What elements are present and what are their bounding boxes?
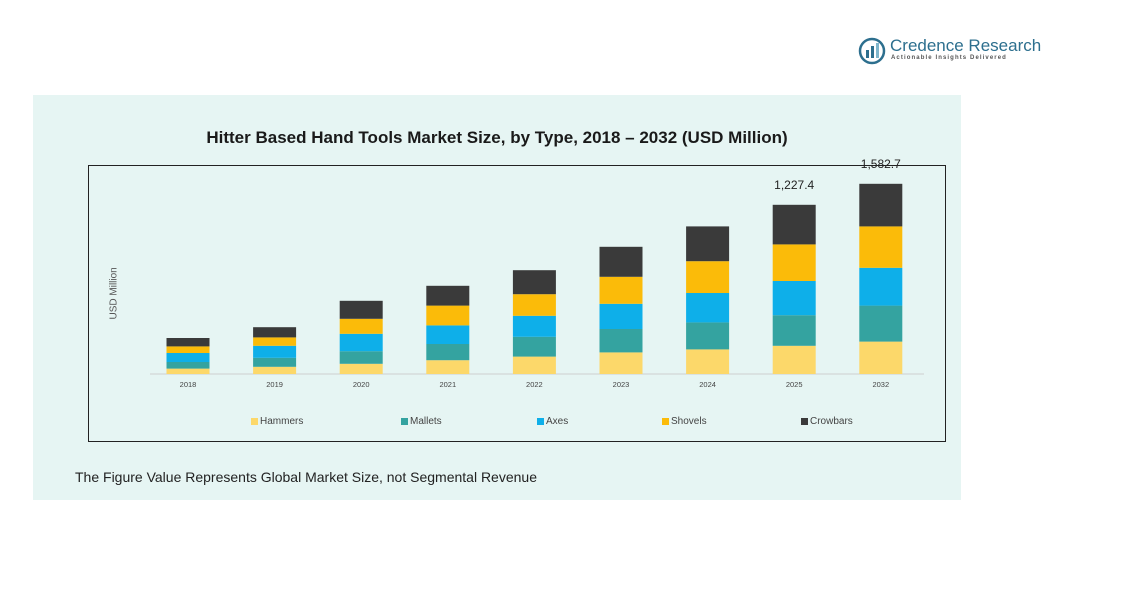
chart-frame: [88, 165, 946, 442]
brand-tagline: Actionable Insights Delivered: [891, 55, 1007, 61]
bar-axes-2019: [253, 345, 297, 358]
bar-mallets-2032: [859, 305, 903, 342]
bar-axes-2025: [772, 281, 816, 316]
bar-mallets-2020: [339, 351, 383, 364]
data-label-2025: 1,227.4: [774, 178, 814, 192]
bar-axes-2018: [166, 353, 210, 362]
bar-hammers-2018: [166, 368, 210, 374]
legend-item-crowbars: Crowbars: [801, 416, 853, 427]
bar-crowbars-2020: [339, 300, 383, 319]
bar-hammers-2019: [253, 366, 297, 374]
bar-hammers-2025: [772, 345, 816, 374]
bar-crowbars-2024: [686, 226, 730, 262]
legend-label: Shovels: [671, 416, 707, 427]
legend-label: Axes: [546, 416, 569, 427]
bar-hammers-2020: [339, 363, 383, 374]
legend-swatch: [537, 418, 544, 425]
legend-item-hammers: Hammers: [251, 416, 303, 427]
bar-axes-2023: [599, 303, 643, 329]
bar-mallets-2021: [426, 344, 470, 361]
bar-mallets-2023: [599, 329, 643, 353]
x-tick-label: 2025: [786, 380, 803, 389]
legend-swatch: [401, 418, 408, 425]
legend-swatch: [801, 418, 808, 425]
data-label-2032: 1,582.7: [861, 157, 901, 171]
bar-hammers-2021: [426, 360, 470, 374]
bar-mallets-2025: [772, 315, 816, 346]
bar-shovels-2022: [512, 294, 556, 316]
bar-axes-2021: [426, 325, 470, 344]
x-tick-label: 2020: [353, 380, 370, 389]
bar-crowbars-2022: [512, 270, 556, 295]
bar-hammers-2023: [599, 352, 643, 374]
bar-shovels-2021: [426, 305, 470, 326]
bar-shovels-2025: [772, 244, 816, 281]
legend-item-shovels: Shovels: [662, 416, 707, 427]
bar-shovels-2024: [686, 261, 730, 293]
legend-swatch: [251, 418, 258, 425]
bar-axes-2032: [859, 267, 903, 306]
legend-swatch: [662, 418, 669, 425]
x-tick-label: 2022: [526, 380, 543, 389]
bar-axes-2022: [512, 315, 556, 337]
bar-hammers-2024: [686, 349, 730, 374]
x-tick-label: 2023: [613, 380, 630, 389]
bar-axes-2024: [686, 293, 730, 323]
bar-shovels-2020: [339, 318, 383, 334]
bar-crowbars-2021: [426, 285, 470, 306]
legend-label: Crowbars: [810, 416, 853, 427]
bar-mallets-2018: [166, 362, 210, 369]
x-tick-label: 2021: [439, 380, 456, 389]
bar-axes-2020: [339, 333, 383, 352]
brand-name: Credence Research: [890, 36, 1042, 55]
bar-crowbars-2023: [599, 246, 643, 277]
x-tick-label: 2032: [872, 380, 889, 389]
brand-logo: Credence Research Actionable Insights De…: [858, 34, 1048, 68]
logo-chart-icon: [858, 37, 886, 65]
x-tick-label: 2019: [266, 380, 283, 389]
chart-title: Hitter Based Hand Tools Market Size, by …: [206, 128, 788, 147]
x-tick-label: 2024: [699, 380, 716, 389]
bar-mallets-2024: [686, 322, 730, 350]
legend-label: Mallets: [410, 416, 442, 427]
legend-item-axes: Axes: [537, 416, 568, 427]
bar-crowbars-2025: [772, 204, 816, 245]
bar-shovels-2032: [859, 226, 903, 268]
bar-crowbars-2019: [253, 327, 297, 338]
bar-hammers-2022: [512, 356, 556, 374]
bar-mallets-2022: [512, 336, 556, 357]
x-tick-label: 2018: [180, 380, 197, 389]
legend-item-mallets: Mallets: [401, 416, 442, 427]
bar-crowbars-2032: [859, 183, 903, 227]
footnote: The Figure Value Represents Global Marke…: [75, 469, 537, 485]
bar-crowbars-2018: [166, 338, 210, 347]
bar-shovels-2019: [253, 337, 297, 346]
bar-shovels-2018: [166, 346, 210, 353]
bar-shovels-2023: [599, 276, 643, 304]
legend-label: Hammers: [260, 416, 304, 427]
bar-hammers-2032: [859, 341, 903, 374]
bar-mallets-2019: [253, 357, 297, 367]
